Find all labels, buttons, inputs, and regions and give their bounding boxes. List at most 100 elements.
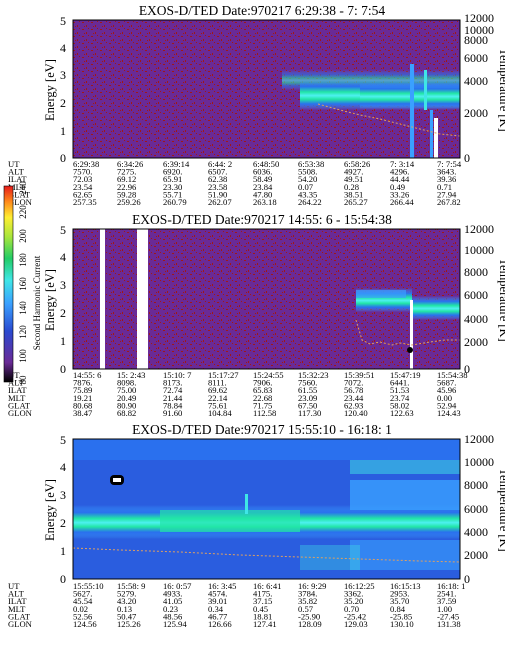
orbit-value: 8173.: [163, 378, 182, 388]
orbit-value: -27.45: [437, 611, 459, 621]
orbit-value: 62.65: [73, 189, 92, 199]
orbit-value: 264.22: [298, 197, 322, 207]
orbit-value: -25.42: [344, 611, 366, 621]
orbit-value: 22.68: [253, 393, 272, 403]
svg-text:8000: 8000: [464, 478, 488, 492]
orbit-value: 8111.: [208, 378, 227, 388]
orbit-value: 23.09: [298, 393, 317, 403]
svg-text:5: 5: [60, 433, 66, 447]
ion-beam: [356, 288, 460, 369]
orbit-value: 260.79: [163, 197, 187, 207]
orbit-value: 15:24:55: [253, 370, 284, 380]
orbit-value: 5627.: [73, 589, 92, 599]
colorbar-ticks: 80 100 120 140 160 180 200 220 240: [18, 181, 28, 385]
svg-text:0: 0: [60, 151, 66, 165]
panel-title: EXOS-D/TED Date:970217 15:55:10 - 16:18:…: [132, 422, 392, 437]
orbit-value: 91.60: [163, 408, 182, 418]
orbit-value: 67.50: [298, 400, 317, 410]
orbit-value: 68.82: [117, 408, 136, 418]
orbit-row-label: GLAT: [8, 189, 31, 199]
orbit-value: 3362.: [344, 589, 363, 599]
orbit-value: 3784.: [298, 589, 317, 599]
orbit-value: 72.74: [163, 385, 183, 395]
orbit-value: 6920.: [163, 167, 182, 177]
orbit-value: 48.56: [163, 611, 183, 621]
svg-text:0: 0: [464, 572, 470, 586]
orbit-value: 72.03: [73, 174, 92, 184]
orbit-value: 71.75: [253, 400, 272, 410]
orbit-value: 4927.: [344, 167, 363, 177]
orbit-value: 23.84: [253, 182, 273, 192]
orbit-value: 0.70: [344, 604, 359, 614]
orbit-value: 39.36: [437, 174, 457, 184]
orbit-value: 51.53: [390, 385, 409, 395]
orbit-value: 7072.: [344, 378, 363, 388]
orbit-value: 0.57: [298, 604, 314, 614]
temperature-axis-ticks: 0 2000 4000 6000 8000 10000 12000: [464, 11, 494, 165]
orbit-value: 112.58: [253, 408, 276, 418]
orbit-row-label: UT: [8, 370, 20, 380]
orbit-value: 54.20: [298, 174, 317, 184]
temperature-axis-label: Temperature [K]: [497, 48, 505, 131]
energy-axis-label: Energy [eV]: [43, 269, 57, 331]
svg-text:10000: 10000: [464, 23, 494, 37]
orbit-value: 6:58:26: [344, 159, 371, 169]
orbit-value: 6:29:38: [73, 159, 99, 169]
orbit-row-label: ILAT: [8, 596, 27, 606]
orbit-value: 80.68: [73, 400, 92, 410]
panel-title: EXOS-D/TED Date:970217 6:29:38 - 7: 7:54: [139, 3, 386, 18]
orbit-value: -25.90: [298, 611, 320, 621]
orbit-value: 16: 6:41: [253, 581, 281, 591]
orbit-value: 44.44: [390, 174, 410, 184]
orbit-value: 262.07: [208, 197, 232, 207]
ion-beam: [282, 64, 460, 158]
orbit-value: 0.34: [208, 604, 224, 614]
orbit-value: 2953.: [390, 589, 409, 599]
orbit-value: 55.71: [163, 189, 182, 199]
temperature-curve: [355, 319, 460, 346]
orbit-value: 265.27: [344, 197, 368, 207]
orbit-value: 263.18: [253, 197, 277, 207]
orbit-value: 37.59: [437, 596, 456, 606]
orbit-value: 259.26: [117, 197, 141, 207]
colorbar-tick: 160: [18, 277, 28, 291]
svg-text:2: 2: [60, 96, 66, 110]
orbit-value: 126.66: [208, 619, 232, 629]
orbit-value: 3643.: [437, 167, 456, 177]
orbit-value: 65.91: [163, 174, 182, 184]
orbit-value: 15:55:10: [73, 581, 104, 591]
svg-text:10000: 10000: [464, 455, 494, 469]
data-gaps: [100, 229, 148, 369]
orbit-value: 38.51: [344, 189, 363, 199]
orbit-value: 6:39:14: [163, 159, 190, 169]
orbit-value: 43.20: [117, 596, 136, 606]
orbit-value: 125.26: [117, 619, 141, 629]
svg-text:4000: 4000: [464, 525, 488, 539]
orbit-value: 0.45: [253, 604, 268, 614]
orbit-value: 58.02: [390, 400, 409, 410]
orbit-value: 4296.: [390, 167, 409, 177]
orbit-value: 49.51: [344, 174, 363, 184]
energy-axis-label: Energy [eV]: [43, 59, 57, 121]
svg-text:2000: 2000: [464, 106, 488, 120]
orbit-row-label: ILAT: [8, 385, 27, 395]
svg-text:1: 1: [60, 124, 66, 138]
orbit-value: -25.85: [390, 611, 412, 621]
svg-text:8000: 8000: [464, 33, 488, 47]
orbit-value: 1.00: [437, 604, 452, 614]
orbit-value: 75.89: [73, 385, 92, 395]
orbit-value: 6:34:26: [117, 159, 144, 169]
orbit-value: 52.56: [73, 611, 93, 621]
orbit-row-label: ILAT: [8, 174, 27, 184]
colorbar-tick: 180: [18, 253, 28, 267]
orbit-value: 62.93: [344, 400, 363, 410]
orbit-value: 6441.: [390, 378, 409, 388]
orbit-value: 129.03: [344, 619, 368, 629]
svg-text:5: 5: [60, 14, 66, 28]
svg-text:2000: 2000: [464, 335, 488, 349]
svg-text:1: 1: [60, 544, 66, 558]
colorbar-gradient: [3, 185, 14, 383]
svg-text:12000: 12000: [464, 432, 494, 446]
colorbar-label: Second Harmonic Current: [32, 255, 42, 350]
temperature-curve: [72, 547, 461, 563]
